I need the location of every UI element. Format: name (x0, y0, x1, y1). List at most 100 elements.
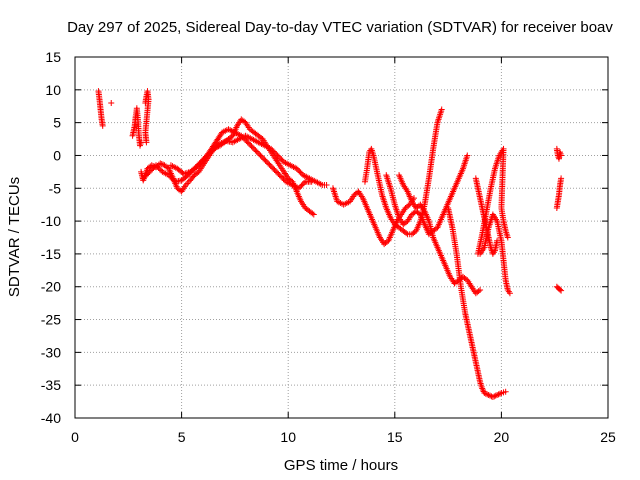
data-point (257, 152, 264, 159)
data-point (248, 143, 255, 150)
y-axis-label: SDTVAR / TECUs (6, 177, 23, 297)
y-tick-label: -10 (41, 213, 61, 229)
data-point (298, 182, 305, 189)
data-point (297, 183, 304, 190)
data-point (504, 234, 511, 241)
data-point (496, 390, 503, 397)
series-seg-h (445, 204, 509, 400)
data-point (489, 393, 496, 400)
data-point (492, 392, 499, 399)
data-point (150, 164, 157, 171)
data-point (272, 168, 279, 175)
x-tick-label: 5 (178, 429, 186, 445)
data-point (262, 157, 269, 164)
data-point (197, 160, 204, 167)
data-point (142, 172, 149, 179)
series-seg-late-1 (553, 145, 565, 162)
data-point (169, 176, 176, 183)
data-point (271, 149, 278, 156)
data-point (154, 163, 161, 170)
data-point (138, 139, 145, 146)
data-point (263, 159, 270, 166)
data-point (274, 169, 281, 176)
data-point (275, 170, 282, 177)
data-point (293, 165, 300, 172)
data-point (193, 164, 200, 171)
series-seg-e (361, 106, 445, 238)
grid-lines (75, 57, 608, 418)
y-tick-label: 5 (53, 115, 61, 131)
y-tick-label: -15 (41, 246, 61, 262)
data-point (194, 162, 201, 169)
data-point (485, 392, 492, 399)
data-point (146, 168, 153, 175)
data-point (196, 161, 203, 168)
data-point (296, 168, 303, 175)
x-tick-label: 20 (494, 429, 510, 445)
data-point (167, 173, 174, 180)
data-point (557, 286, 564, 293)
data-point (240, 135, 247, 142)
data-point (170, 177, 177, 184)
data-point (278, 156, 285, 163)
data-point (270, 148, 277, 155)
data-point (464, 152, 471, 159)
data-point (265, 160, 272, 167)
data-point (144, 171, 151, 178)
data-point (251, 145, 258, 152)
data-point (158, 160, 165, 167)
data-point (274, 152, 281, 159)
data-point (254, 149, 261, 156)
data-point (273, 151, 280, 158)
data-point (247, 141, 254, 148)
data-point (157, 160, 164, 167)
data-point (140, 175, 147, 182)
x-axis-label: GPS time / hours (284, 457, 398, 474)
data-point (403, 230, 410, 237)
series-seg-early-1 (95, 88, 106, 129)
series-seg-early-3 (129, 105, 145, 149)
y-tick-label: -5 (49, 180, 62, 196)
data-series (95, 88, 565, 400)
series-seg-early-2 (108, 99, 115, 106)
data-point (277, 173, 284, 180)
data-point (558, 287, 565, 294)
data-point (258, 153, 265, 160)
data-point (260, 155, 267, 162)
series-seg-late-2 (553, 175, 565, 211)
series-seg-k (477, 211, 513, 297)
data-point (145, 170, 152, 177)
data-point (239, 134, 246, 141)
plot-frame (74, 56, 609, 419)
data-point (147, 167, 154, 174)
data-point (168, 174, 175, 181)
data-point (487, 392, 494, 399)
series-seg-d (329, 185, 417, 248)
data-point (141, 174, 148, 181)
x-tick-label: 10 (280, 429, 296, 445)
x-tick-label: 15 (387, 429, 403, 445)
y-tick-label: -30 (41, 344, 61, 360)
y-tick-label: -20 (41, 279, 61, 295)
data-point (300, 180, 307, 187)
data-point (484, 391, 491, 398)
data-point (165, 172, 172, 179)
series-seg-j (474, 145, 511, 257)
data-point (156, 166, 163, 173)
data-point (245, 140, 252, 147)
data-point (438, 106, 445, 113)
data-point (277, 155, 284, 162)
data-point (558, 175, 565, 182)
data-point (244, 139, 251, 146)
data-point (558, 152, 565, 159)
data-point (256, 151, 263, 158)
data-point (276, 172, 283, 179)
series-seg-late-3 (553, 283, 565, 294)
data-point (268, 145, 275, 152)
data-point (323, 181, 330, 188)
y-tick-label: 10 (45, 82, 61, 98)
data-point (295, 166, 302, 173)
data-point (269, 147, 276, 154)
data-point (477, 287, 484, 294)
